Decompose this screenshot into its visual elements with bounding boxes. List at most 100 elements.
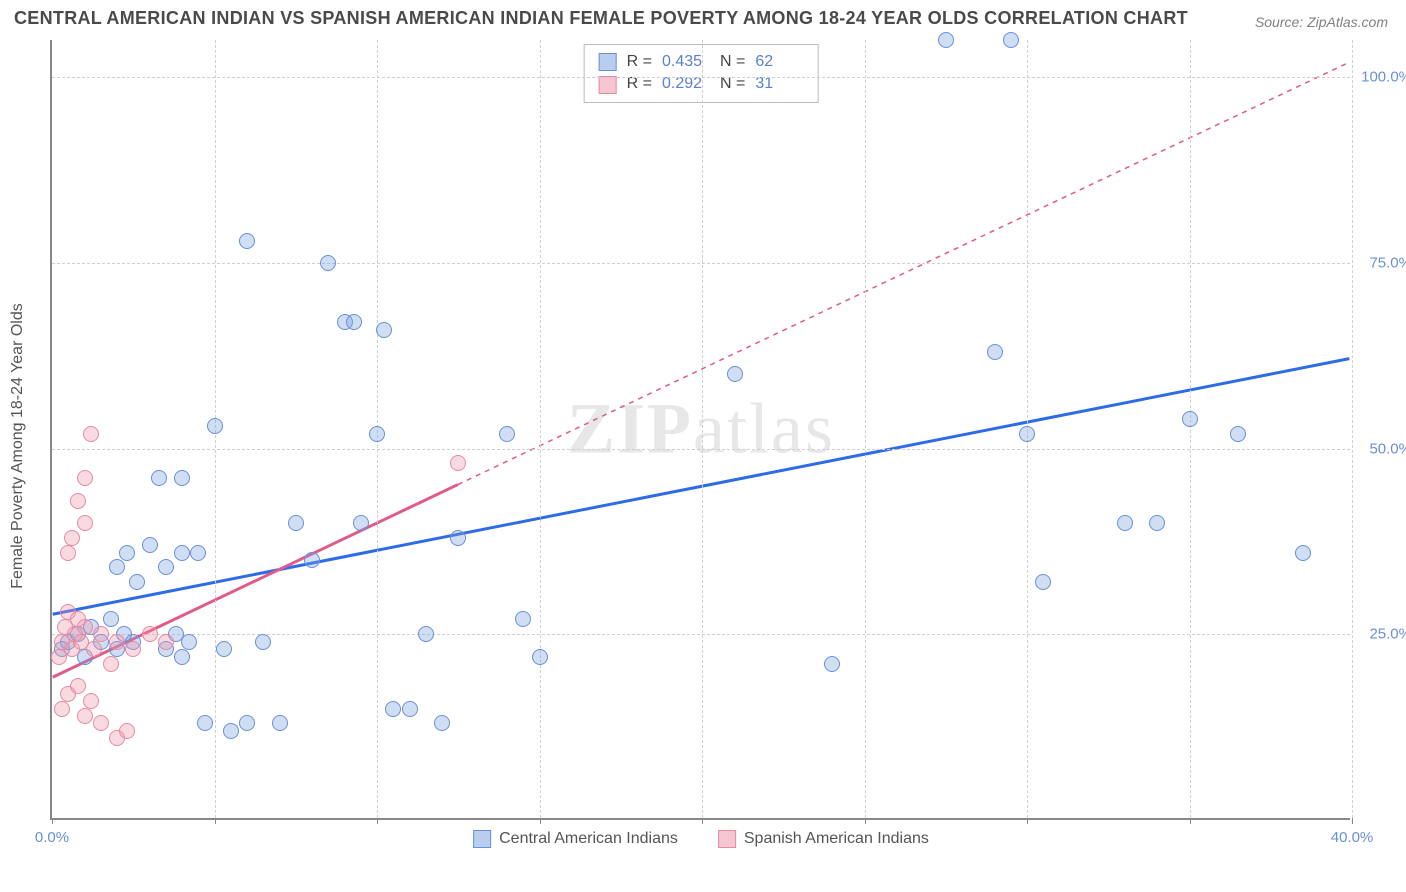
data-point	[288, 515, 304, 531]
data-point	[402, 701, 418, 717]
data-point	[376, 322, 392, 338]
data-point	[197, 715, 213, 731]
gridline-vertical	[1352, 40, 1353, 818]
data-point	[83, 426, 99, 442]
data-point	[207, 418, 223, 434]
legend-swatch	[599, 76, 617, 94]
data-point	[320, 255, 336, 271]
data-point	[1035, 574, 1051, 590]
data-point	[1295, 545, 1311, 561]
legend-item: Central American Indians	[473, 830, 678, 848]
trend-lines-layer	[52, 40, 1350, 818]
data-point	[499, 426, 515, 442]
x-tick-mark	[702, 818, 703, 824]
data-point	[86, 641, 102, 657]
data-point	[109, 634, 125, 650]
data-point	[450, 530, 466, 546]
legend-item: Spanish American Indians	[718, 830, 929, 848]
data-point	[1019, 426, 1035, 442]
scatter-plot-area: ZIPatlas R =0.435N =62R =0.292N =31 Cent…	[50, 40, 1350, 820]
data-point	[1117, 515, 1133, 531]
data-point	[174, 649, 190, 665]
data-point	[129, 574, 145, 590]
data-point	[223, 723, 239, 739]
n-label: N =	[720, 51, 745, 73]
y-tick-label: 25.0%	[1356, 626, 1406, 643]
data-point	[434, 715, 450, 731]
y-tick-label: 100.0%	[1356, 69, 1406, 86]
data-point	[1149, 515, 1165, 531]
data-point	[181, 634, 197, 650]
data-point	[450, 455, 466, 471]
data-point	[239, 715, 255, 731]
data-point	[515, 611, 531, 627]
data-point	[119, 545, 135, 561]
data-point	[1182, 411, 1198, 427]
gridline-vertical	[865, 40, 866, 818]
data-point	[824, 656, 840, 672]
x-tick-mark	[865, 818, 866, 824]
data-point	[255, 634, 271, 650]
data-point	[93, 626, 109, 642]
x-tick-mark	[1190, 818, 1191, 824]
data-point	[1230, 426, 1246, 442]
data-point	[103, 611, 119, 627]
data-point	[304, 552, 320, 568]
x-tick-mark	[52, 818, 53, 824]
x-tick-mark	[377, 818, 378, 824]
data-point	[77, 619, 93, 635]
series-legend: Central American Indians Spanish American…	[473, 830, 929, 848]
data-point	[216, 641, 232, 657]
legend-label: Spanish American Indians	[744, 830, 929, 848]
data-point	[142, 537, 158, 553]
data-point	[54, 701, 70, 717]
data-point	[532, 649, 548, 665]
data-point	[64, 530, 80, 546]
gridline-horizontal	[52, 634, 1350, 635]
x-tick-mark	[1352, 818, 1353, 824]
chart-title: CENTRAL AMERICAN INDIAN VS SPANISH AMERI…	[14, 8, 1188, 29]
data-point	[987, 344, 1003, 360]
legend-label: Central American Indians	[499, 830, 678, 848]
data-point	[151, 470, 167, 486]
data-point	[346, 314, 362, 330]
data-point	[60, 545, 76, 561]
data-point	[93, 715, 109, 731]
data-point	[190, 545, 206, 561]
data-point	[158, 559, 174, 575]
watermark-text: ZIPatlas	[567, 388, 835, 471]
data-point	[70, 678, 86, 694]
x-tick-mark	[540, 818, 541, 824]
trend-line	[53, 359, 1350, 615]
data-point	[77, 515, 93, 531]
data-point	[174, 470, 190, 486]
n-value: 62	[755, 51, 803, 73]
data-point	[142, 626, 158, 642]
data-point	[158, 634, 174, 650]
data-point	[239, 233, 255, 249]
data-point	[174, 545, 190, 561]
y-tick-label: 50.0%	[1356, 440, 1406, 457]
gridline-vertical	[540, 40, 541, 818]
y-axis-title: Female Poverty Among 18-24 Year Olds	[9, 303, 27, 589]
gridline-vertical	[702, 40, 703, 818]
data-point	[727, 366, 743, 382]
gridline-horizontal	[52, 449, 1350, 450]
stats-row: R =0.435N =62	[599, 51, 804, 73]
watermark-rest: atlas	[693, 389, 835, 469]
watermark-bold: ZIP	[567, 389, 693, 469]
data-point	[103, 656, 119, 672]
data-point	[77, 708, 93, 724]
gridline-horizontal	[52, 263, 1350, 264]
legend-swatch	[718, 830, 736, 848]
legend-swatch	[473, 830, 491, 848]
data-point	[83, 693, 99, 709]
data-point	[109, 559, 125, 575]
x-tick-label: 40.0%	[1331, 829, 1374, 846]
data-point	[125, 641, 141, 657]
y-tick-label: 75.0%	[1356, 254, 1406, 271]
data-point	[1003, 32, 1019, 48]
gridline-horizontal	[52, 77, 1350, 78]
trend-line-extrapolated	[458, 62, 1349, 484]
source-attribution: Source: ZipAtlas.com	[1255, 14, 1388, 30]
